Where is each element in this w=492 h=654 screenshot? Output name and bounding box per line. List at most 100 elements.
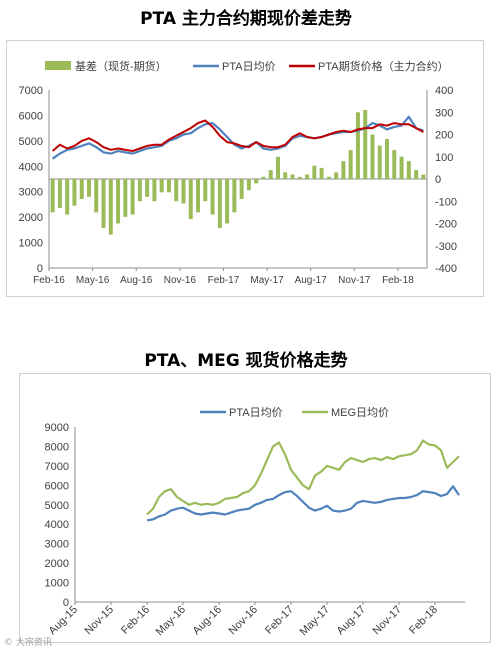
chart2-xtick-label: May-17	[298, 604, 332, 638]
chart1-basis-bar	[275, 156, 280, 179]
chart2-ytick: 2000	[45, 558, 69, 570]
chart1-basis-bar	[50, 179, 55, 213]
chart1-basis-bar	[268, 170, 273, 179]
chart1-legend-basis-swatch	[45, 61, 71, 70]
chart2-title: PTA、MEG 现货价格走势	[144, 351, 348, 371]
chart1-ytick-right: 100	[435, 152, 453, 164]
chart1-basis-bar	[210, 179, 215, 215]
chart1-ytick-left: 4000	[19, 161, 43, 173]
chart1-basis-bar	[217, 179, 222, 228]
chart1-basis-bar	[399, 156, 404, 179]
chart1-pta-futures-line	[51, 119, 424, 152]
chart1-basis-bar	[101, 179, 106, 228]
chart1-title: PTA 主力合约期现价差走势	[140, 9, 352, 29]
chart2-ytick: 5000	[45, 500, 69, 512]
chart1-basis-bar	[414, 170, 419, 179]
chart1-ytick-left: 5000	[19, 136, 43, 148]
chart1-ytick-right: 400	[435, 85, 453, 97]
chart2-svg: 0 1000 2000 3000 4000 5000 6000 7000 8000 9000 Aug…	[45, 406, 465, 638]
chart2-meg-line	[146, 439, 460, 516]
chart1-basis-bar	[188, 179, 193, 220]
chart1-ytick-left: 7000	[19, 85, 43, 97]
chart1-svg: 01000200030004000500060007000-400-300-20…	[19, 59, 458, 286]
chart1-basis-bar	[421, 174, 426, 179]
chart1-ytick-left: 0	[37, 263, 43, 275]
chart1-basis-bar	[174, 179, 179, 202]
chart2-ytick: 7000	[45, 461, 69, 473]
chart1-basis-bar	[392, 150, 397, 179]
chart1-basis-bar	[355, 112, 360, 179]
chart1-basis-bar	[203, 179, 208, 202]
chart1-basis-bar	[94, 179, 99, 213]
watermark-text: © 大宗资讯	[4, 638, 52, 648]
chart1-ytick-left: 3000	[19, 187, 43, 199]
chart1-basis-bar	[130, 179, 135, 215]
chart1-basis-bar	[254, 179, 259, 184]
chart1-ytick-right: 200	[435, 130, 453, 142]
chart1-basis-bar	[297, 176, 302, 179]
chart1-xtick-label: May-16	[76, 275, 110, 286]
chart1-basis-bar	[246, 179, 251, 191]
chart1-ytick-right: -400	[435, 263, 457, 275]
chart1-frame: 0 1000 2000 3000 4000 5000 6000 7000 -400 -300 -20…	[6, 40, 484, 297]
chart2-xtick-label: May-16	[154, 604, 188, 638]
chart2-xtick-label: Feb-16	[119, 604, 152, 637]
chart1-basis-bar	[312, 165, 317, 179]
chart2-ytick: 8000	[45, 441, 69, 453]
chart1-basis-bar	[79, 179, 84, 200]
chart1-legend-futures-label: PTA期货价格（主力合约）	[318, 59, 449, 73]
chart1-ytick-right: -300	[435, 241, 457, 253]
chart1-ytick-right: 300	[435, 107, 453, 119]
chart1-xtick-label: Nov-16	[164, 275, 197, 286]
chart1-basis-bar	[65, 179, 70, 215]
chart1-basis-bar	[377, 145, 382, 179]
chart1-basis-bar	[290, 174, 295, 179]
chart1-xtick-label: Aug-17	[295, 275, 328, 286]
chart2-xtick-label: Feb-18	[407, 604, 440, 637]
chart1-basis-bar	[166, 179, 171, 193]
chart1-basis-bar	[341, 161, 346, 179]
chart1-basis-bar	[72, 179, 77, 206]
chart2-xtick-label: Nov-15	[83, 604, 117, 638]
chart1-basis-bar	[86, 179, 91, 197]
chart1-pta-spot-line	[51, 115, 424, 160]
chart2-xtick-label: Aug-17	[335, 604, 369, 638]
chart1-basis-bar	[348, 150, 353, 179]
chart1-basis-bar	[363, 110, 368, 179]
chart1-ytick-right: -100	[435, 196, 457, 208]
chart2-xtick-label: Feb-17	[263, 604, 296, 637]
chart1-basis-bar	[108, 179, 113, 235]
chart2-xtick-label: Aug-16	[191, 604, 225, 638]
chart2-ytick: 1000	[45, 578, 69, 590]
chart2-ytick: 6000	[45, 480, 69, 492]
chart2-legend-meg-label: MEG日均价	[331, 406, 389, 419]
chart2-ytick: 4000	[45, 519, 69, 531]
chart1-xtick-label: Feb-17	[208, 275, 240, 286]
chart1-xtick-label: Aug-16	[120, 275, 153, 286]
chart1-basis-bar	[145, 179, 150, 197]
chart1-basis-bar	[181, 179, 186, 204]
chart1-basis-bar	[283, 172, 288, 179]
chart1-basis-bar	[385, 138, 390, 179]
chart1-basis-bar	[159, 179, 164, 193]
chart1-basis-bar	[319, 167, 324, 179]
chart1-basis-bar	[239, 179, 244, 200]
chart2-frame: 0 1000 2000 3000 4000 5000 6000 7000 8000 9000 Aug…	[19, 373, 491, 643]
chart1-basis-bar	[225, 179, 230, 224]
chart1-basis-bar	[196, 179, 201, 213]
chart1-ytick-left: 2000	[19, 212, 43, 224]
chart1-legend-spot-label: PTA日均价	[222, 60, 276, 73]
chart1-basis-bar	[334, 172, 339, 179]
chart1-ytick-left: 6000	[19, 110, 43, 122]
chart1-xtick-label: Nov-17	[338, 275, 371, 286]
chart2-xtick-label: Nov-16	[227, 604, 261, 638]
chart1-xtick-label: May-17	[250, 275, 284, 286]
chart1-basis-bar	[116, 179, 121, 224]
chart1-basis-bar	[305, 174, 310, 179]
chart1-ytick-left: 1000	[19, 238, 43, 250]
chart2-pta-line	[146, 485, 460, 522]
chart1-basis-bar	[326, 176, 331, 179]
chart2-ytick: 3000	[45, 539, 69, 551]
chart1-basis-bar	[123, 179, 128, 217]
chart2-ytick: 9000	[45, 422, 69, 434]
